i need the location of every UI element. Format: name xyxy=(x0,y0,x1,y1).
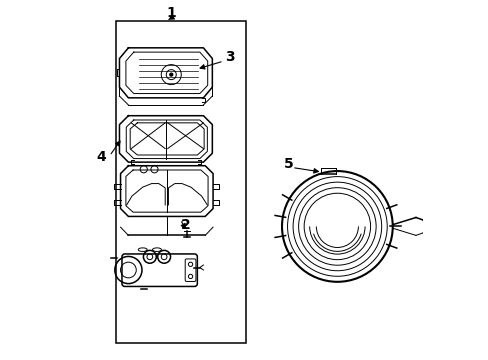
Text: 2: 2 xyxy=(180,218,190,231)
Circle shape xyxy=(169,73,172,76)
Bar xyxy=(116,21,246,342)
FancyBboxPatch shape xyxy=(185,259,196,282)
Text: 3: 3 xyxy=(225,50,235,64)
Text: 4: 4 xyxy=(97,150,106,164)
Text: 5: 5 xyxy=(284,157,293,171)
FancyBboxPatch shape xyxy=(122,254,197,287)
Text: 1: 1 xyxy=(166,6,176,20)
